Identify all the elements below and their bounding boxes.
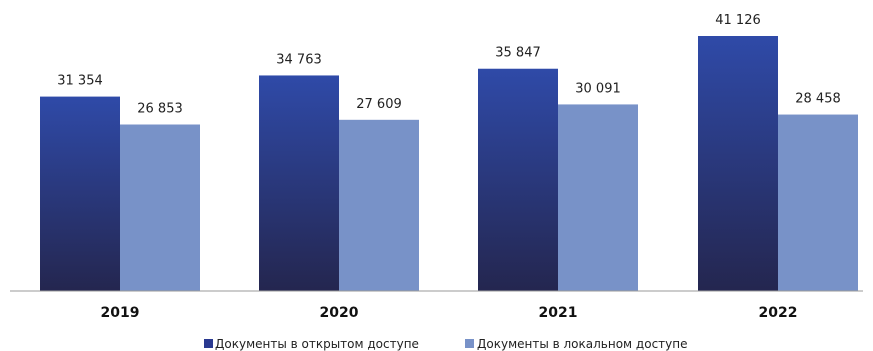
- bar-local-2022: [778, 114, 858, 291]
- x-tick-label-2021: 2021: [539, 305, 578, 321]
- bars-group: [40, 36, 858, 292]
- x-tick-label-2020: 2020: [320, 305, 359, 321]
- bar-open-2019: [40, 96, 120, 291]
- legend-swatch-open: [204, 339, 213, 348]
- legend-swatch-local: [465, 339, 474, 348]
- bar-open-2021: [478, 68, 558, 292]
- value-label-local-2022: 28 458: [795, 92, 841, 107]
- x-tick-label-2022: 2022: [759, 305, 798, 321]
- value-label-open-2022: 41 126: [715, 13, 761, 28]
- x-tick-labels-group: 2019 2020 2021 2022: [101, 305, 798, 321]
- value-label-open-2020: 34 763: [276, 52, 322, 67]
- legend: Документы в открытом доступе Документы в…: [204, 337, 687, 351]
- value-labels-group: 31 354 26 853 34 763 27 609 35 847 30 091 41 1…: [57, 13, 841, 116]
- bar-local-2021: [558, 104, 638, 291]
- x-tick-label-2019: 2019: [101, 305, 140, 321]
- value-label-open-2021: 35 847: [495, 46, 541, 61]
- bar-local-2020: [339, 119, 419, 291]
- value-label-local-2020: 27 609: [356, 97, 402, 112]
- bar-open-2022: [698, 36, 778, 291]
- value-label-open-2019: 31 354: [57, 74, 103, 89]
- bar-local-2019: [120, 124, 200, 292]
- legend-label-open: Документы в открытом доступе: [215, 337, 419, 351]
- value-label-local-2019: 26 853: [137, 101, 183, 116]
- bar-open-2020: [259, 75, 339, 291]
- value-label-local-2021: 30 091: [575, 81, 621, 96]
- legend-label-local: Документы в локальном доступе: [477, 337, 687, 351]
